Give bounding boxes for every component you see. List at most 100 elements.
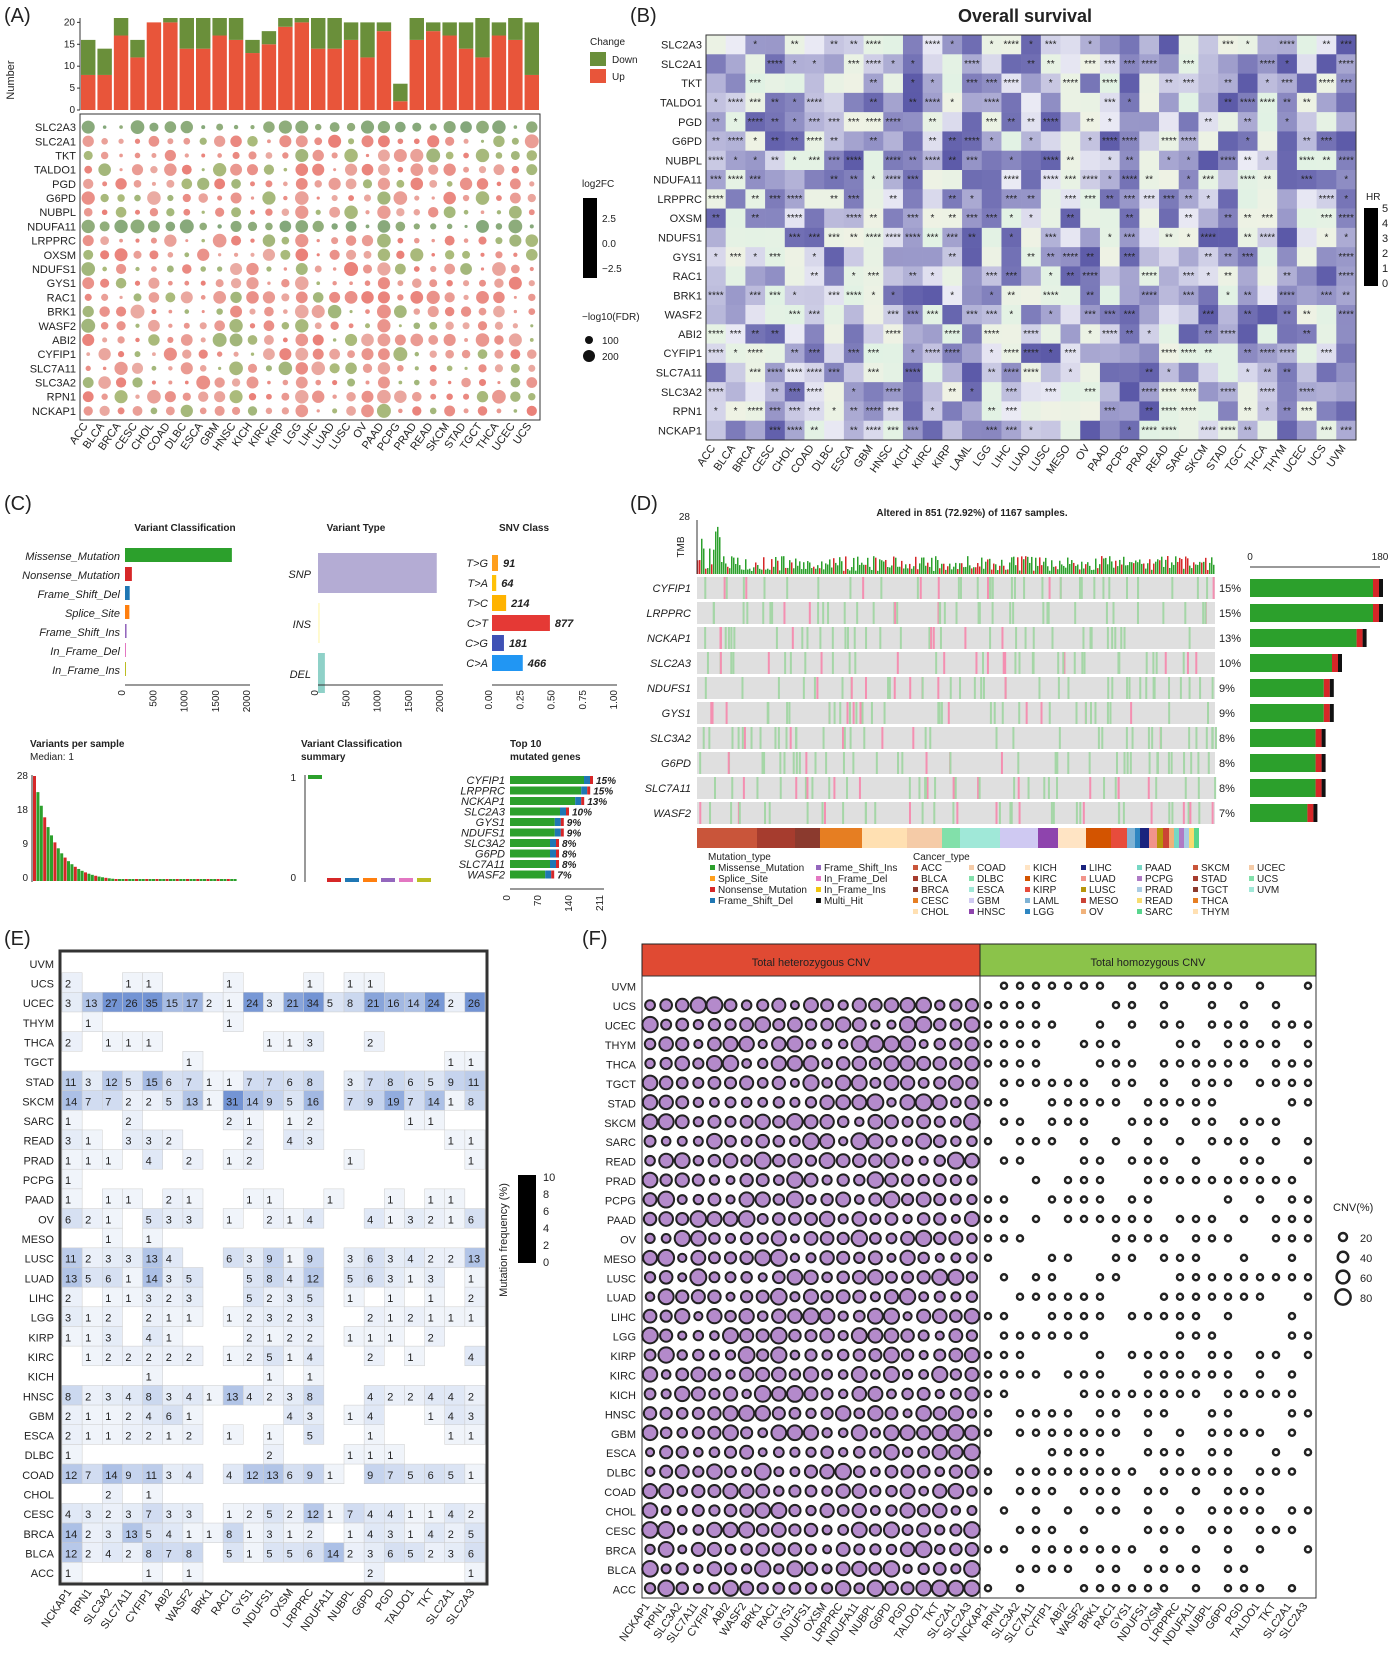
- b-cell: [1060, 150, 1081, 171]
- onco-hit: [1182, 652, 1185, 674]
- f-row-label: SARC: [605, 1137, 636, 1149]
- f-het-dot: [789, 1252, 801, 1264]
- e-cell-value: 2: [407, 1391, 413, 1403]
- b-cell: [942, 92, 963, 113]
- e-cell-value: 6: [407, 1077, 413, 1089]
- b-star: ***: [828, 155, 840, 166]
- tmb-bar: [833, 558, 835, 574]
- onco-hit: [1164, 652, 1167, 674]
- f-het-dot: [706, 1521, 723, 1539]
- e-cell-value: 3: [266, 998, 272, 1010]
- a-bubble: [295, 163, 309, 176]
- b-star: ***: [1084, 59, 1096, 70]
- onco-hit: [1184, 777, 1187, 799]
- b-cell: [883, 324, 904, 344]
- f-het-dot: [933, 1212, 947, 1226]
- f-het-dot: [837, 1524, 850, 1536]
- tmb-bar: [795, 558, 797, 574]
- a-bubble: [349, 310, 353, 314]
- a-bubble: [480, 210, 485, 215]
- onco-hit: [833, 702, 836, 724]
- f-het-dot: [965, 1271, 979, 1284]
- snv-bar: [492, 555, 499, 571]
- f-hom-dot: [1031, 1428, 1041, 1438]
- onco-hit: [711, 702, 714, 724]
- a-bubble: [131, 164, 144, 176]
- e-cell-value: 2: [125, 1411, 131, 1423]
- a-bubble: [218, 366, 222, 370]
- onco-row: [697, 702, 1215, 724]
- b-cell: [942, 189, 963, 209]
- cancer-strip: [697, 828, 757, 848]
- f-het-dot: [914, 1540, 933, 1559]
- f-hom-dot: [999, 1059, 1009, 1068]
- onco-hit: [1004, 652, 1007, 674]
- a-bubble: [83, 406, 93, 416]
- b-star: ***: [887, 425, 899, 436]
- b-cell: [745, 420, 766, 441]
- tmb-bar: [995, 564, 997, 574]
- a-bubble: [295, 389, 309, 404]
- f-het-dot: [835, 1094, 852, 1111]
- b-star: **: [1204, 329, 1212, 340]
- b-star: **: [948, 155, 956, 166]
- f-het-dot: [869, 1505, 881, 1516]
- f-hom-dot: [999, 1311, 1009, 1321]
- a-bubble: [201, 125, 206, 130]
- e-cell-value: 14: [407, 998, 419, 1010]
- e-cell-value: 5: [186, 1273, 192, 1285]
- f-hom-dot: [1159, 1311, 1169, 1321]
- tmb-bar: [1151, 569, 1153, 574]
- f-hom-dot: [1079, 1292, 1089, 1301]
- b-cell: [1178, 131, 1199, 152]
- f-hom-dot: [1047, 1428, 1057, 1438]
- b-star: **: [1145, 406, 1153, 417]
- b-star: ***: [769, 406, 781, 417]
- a-bubble: [217, 195, 223, 201]
- a-bubble: [315, 123, 322, 131]
- onco-hit: [1125, 727, 1128, 749]
- a-bubble: [167, 194, 174, 202]
- onco-hit: [699, 802, 702, 824]
- b-star: *: [753, 252, 757, 263]
- b-cell: [1316, 35, 1337, 55]
- f-het-dot: [755, 1523, 770, 1537]
- b-cell: [981, 227, 1002, 248]
- f-het-dot: [740, 1270, 753, 1284]
- a-bubble: [295, 404, 309, 418]
- f-hom-dot: [1095, 1311, 1105, 1321]
- onco-right-bar: [1250, 729, 1316, 747]
- f-het-dot: [675, 1036, 690, 1052]
- e-cell-value: 1: [105, 1155, 111, 1167]
- a-bubble: [250, 125, 255, 130]
- a-bubble: [463, 294, 469, 301]
- f-het-dot: [867, 1327, 884, 1344]
- f-hom-dot: [1111, 1273, 1121, 1282]
- f-hom-dot: [1223, 1545, 1233, 1554]
- f-het-dot: [947, 1074, 964, 1091]
- f-het-dot: [804, 1018, 818, 1031]
- a-gene-label: ABI2: [52, 335, 76, 347]
- f-het-dot: [754, 1560, 772, 1578]
- b-cell: [1080, 420, 1101, 441]
- b-cell: [922, 266, 943, 287]
- e-cell-value: 2: [266, 1450, 272, 1462]
- e-cell-value: 5: [125, 1077, 131, 1089]
- b-cell: [863, 343, 884, 364]
- e-cell-value: 1: [125, 1037, 131, 1049]
- vps-bar: [186, 879, 189, 881]
- b-cell: [981, 343, 1002, 364]
- f-hom-dot: [1127, 1389, 1137, 1399]
- tmb-bar: [985, 561, 987, 574]
- b-cell: [1218, 92, 1239, 113]
- e-cell-value: 4: [287, 1273, 293, 1285]
- b-cell: [1080, 150, 1101, 171]
- f-het-dot: [851, 1502, 867, 1519]
- b-cell: [1316, 170, 1337, 190]
- f-hom-dot: [1175, 1059, 1185, 1068]
- snv-value: 214: [510, 598, 529, 610]
- ct-swatch: [1193, 887, 1198, 892]
- onco-hit: [981, 652, 984, 674]
- a-bubble: [314, 322, 322, 330]
- onco-hit: [788, 702, 791, 724]
